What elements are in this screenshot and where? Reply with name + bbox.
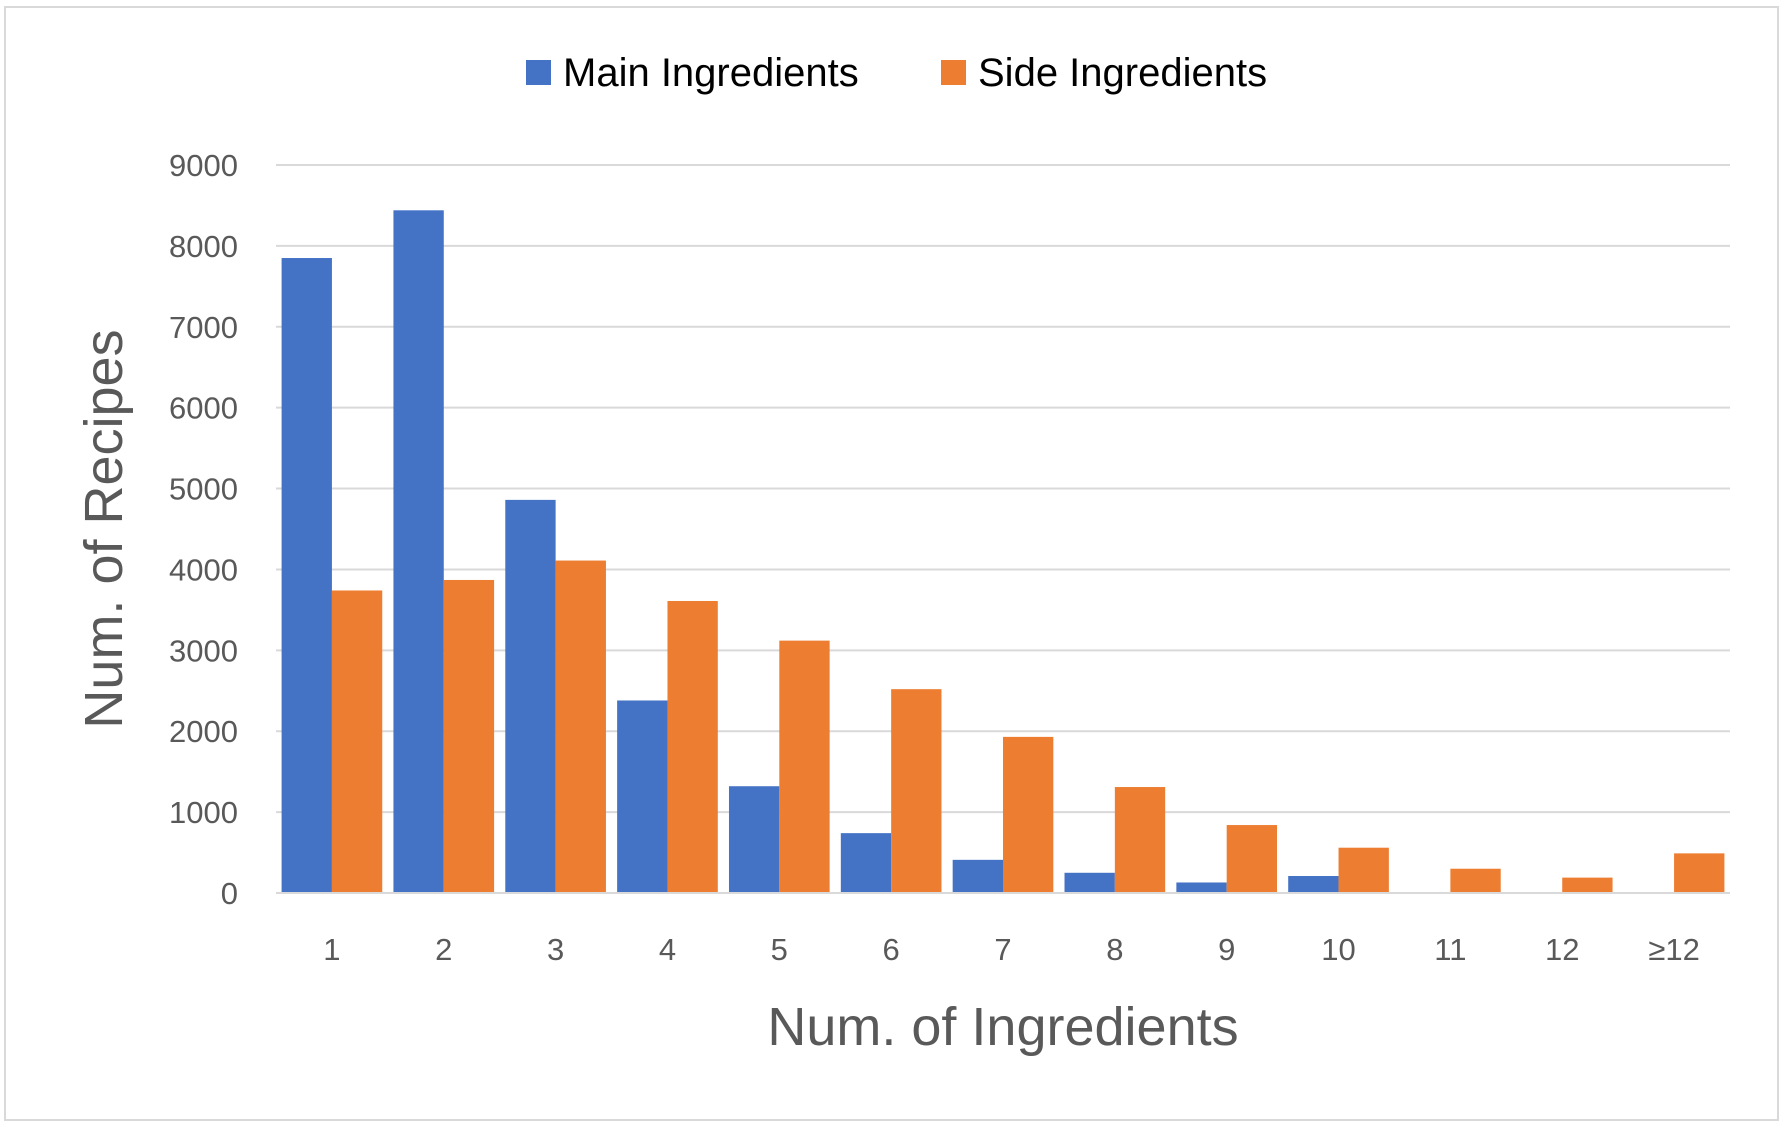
bar-side-ingredients-10 — [1338, 847, 1389, 893]
y-tick-label-4000: 4000 — [169, 552, 238, 587]
y-tick-label-6000: 6000 — [169, 391, 238, 426]
bars — [281, 210, 1725, 893]
bar-side-ingredients-3 — [555, 560, 606, 893]
x-tick-label-11: 11 — [1434, 932, 1466, 967]
y-tick-label-5000: 5000 — [169, 472, 238, 507]
bar-main-ingredients-6 — [840, 833, 892, 893]
x-tick-label-2: 2 — [435, 932, 452, 967]
y-tick-labels: 0 1000 2000 3000 4000 5000 6000 7000 8000 9000 — [169, 148, 238, 911]
x-tick-label-12: 12 — [1545, 932, 1579, 967]
x-tick-label-8: 8 — [1106, 932, 1123, 967]
y-tick-label-9000: 9000 — [169, 148, 238, 183]
x-tick-labels: 1 2 3 4 5 6 7 8 9 10 11 12 ≥12 — [323, 932, 1700, 967]
y-tick-label-2000: 2000 — [169, 714, 238, 749]
bar-side-ingredients-9 — [1226, 825, 1278, 893]
y-tick-label-8000: 8000 — [169, 229, 238, 264]
bar-side-ingredients-12 — [1674, 853, 1725, 893]
bar-side-ingredients-5 — [779, 640, 830, 893]
x-tick-label-3: 3 — [547, 932, 564, 967]
bar-main-ingredients-1 — [281, 258, 332, 893]
x-tick-label-1: 1 — [323, 932, 340, 967]
bar-main-ingredients-4 — [617, 700, 668, 893]
y-axis-title: Num. of Recipes — [74, 329, 134, 728]
bar-main-ingredients-7 — [952, 859, 1003, 893]
bar-side-ingredients-8 — [1114, 787, 1166, 893]
bar-side-ingredients-4 — [667, 600, 718, 893]
bar-side-ingredients-1 — [331, 590, 383, 893]
bar-main-ingredients-3 — [505, 499, 556, 893]
y-tick-label-3000: 3000 — [169, 633, 238, 668]
x-tick-label-10: 10 — [1321, 932, 1355, 967]
x-tick-label-7: 7 — [994, 932, 1011, 967]
bar-main-ingredients-9 — [1176, 882, 1227, 893]
y-tick-label-7000: 7000 — [169, 310, 238, 345]
x-tick-label-5: 5 — [771, 932, 788, 967]
bar-side-ingredients-6 — [891, 689, 942, 893]
bar-side-ingredients-7 — [1003, 736, 1054, 893]
legend-label-main-ingredients: Main Ingredients — [563, 51, 859, 95]
bar-side-ingredients-11 — [1450, 868, 1501, 893]
bar-main-ingredients-5 — [728, 786, 780, 893]
legend: Main Ingredients Side Ingredients — [526, 51, 1267, 95]
x-tick-label-13: ≥12 — [1648, 932, 1700, 967]
x-tick-label-4: 4 — [659, 932, 676, 967]
bar-main-ingredients-2 — [393, 210, 444, 893]
bar-main-ingredients-10 — [1288, 876, 1339, 893]
legend-label-side-ingredients: Side Ingredients — [978, 51, 1267, 95]
bar-side-ingredients-12 — [1562, 877, 1613, 893]
y-tick-label-0: 0 — [221, 876, 238, 911]
y-tick-label-1000: 1000 — [169, 795, 238, 830]
bar-main-ingredients-8 — [1064, 872, 1115, 893]
bar-side-ingredients-2 — [443, 579, 495, 893]
x-tick-label-9: 9 — [1218, 932, 1235, 967]
legend-swatch-side-ingredients — [941, 60, 966, 85]
legend-swatch-main-ingredients — [526, 60, 551, 85]
x-tick-label-6: 6 — [883, 932, 900, 967]
x-axis-title: Num. of Ingredients — [767, 997, 1238, 1057]
